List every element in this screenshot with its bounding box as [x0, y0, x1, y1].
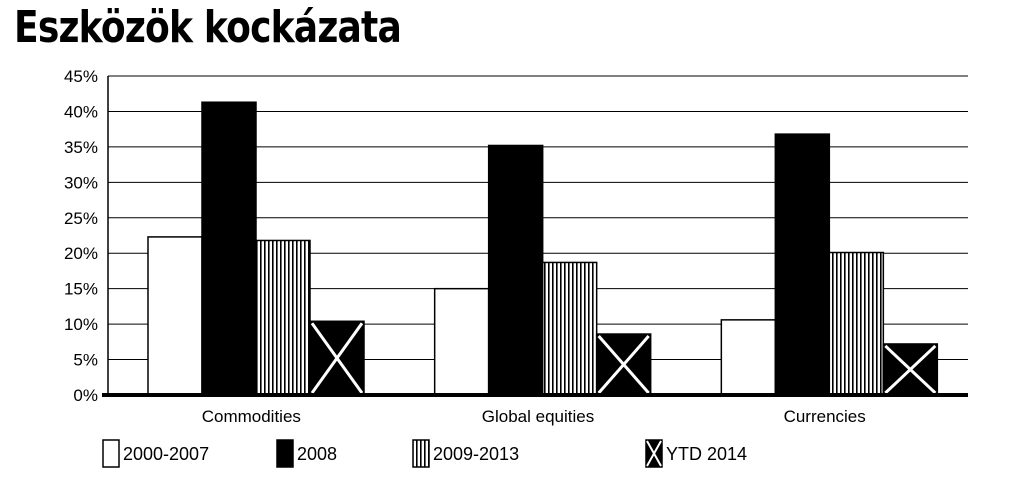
- bar-2008-commodities: [201, 101, 257, 396]
- legend-label: 2009-2013: [433, 444, 519, 464]
- legend-item: YTD 2014: [645, 439, 747, 468]
- legend-item: 2000-2007: [102, 439, 209, 468]
- legend-swatch: [102, 439, 120, 468]
- bar-ytd-2014-commodities: [309, 320, 365, 396]
- bar-2008-global-equities: [487, 144, 544, 396]
- bar-2009-2013-currencies: [828, 251, 885, 396]
- y-tick-label: 0%: [73, 386, 98, 405]
- y-tick-label: 30%: [64, 173, 98, 192]
- y-tick-label: 40%: [64, 102, 98, 121]
- y-tick-label: 10%: [64, 315, 98, 334]
- y-tick-label: 5%: [73, 351, 98, 370]
- y-tick-label: 20%: [64, 244, 98, 263]
- y-tick-label: 35%: [64, 138, 98, 157]
- bar-ytd-2014-global-equities: [595, 333, 652, 396]
- legend-item: 2008: [276, 439, 337, 468]
- bar-2000-2007-global-equities: [433, 287, 490, 396]
- bar-2009-2013-global-equities: [541, 261, 598, 396]
- bar-2009-2013-commodities: [255, 239, 311, 396]
- legend-label: 2008: [297, 444, 337, 464]
- category-label: Global equities: [482, 407, 594, 426]
- legend-label: YTD 2014: [666, 444, 747, 464]
- category-labels: Commodities Global equities Currencies: [202, 407, 866, 426]
- legend-item: 2009-2013: [412, 439, 519, 468]
- bar-2000-2007-commodities: [147, 236, 203, 396]
- chart-title: Eszközök kockázata: [14, 2, 402, 53]
- bar-ytd-2014-currencies: [882, 343, 939, 396]
- axes: [102, 76, 968, 397]
- y-axis-tick-labels: 0% 5% 10% 15% 20% 25% 30% 35% 40% 45%: [64, 67, 98, 405]
- y-tick-label: 45%: [64, 67, 98, 86]
- category-label: Currencies: [784, 407, 866, 426]
- bar-2008-currencies: [774, 133, 831, 396]
- y-tick-label: 25%: [64, 209, 98, 228]
- y-tick-label: 15%: [64, 280, 98, 299]
- legend-swatch: [412, 439, 430, 468]
- legend-swatch: [276, 439, 294, 468]
- bars: [147, 101, 939, 396]
- legend: 2000-2007 2008 2009-2013 YTD 2014: [102, 439, 747, 468]
- category-label: Commodities: [202, 407, 301, 426]
- bar-2000-2007-currencies: [720, 319, 777, 396]
- legend-label: 2000-2007: [123, 444, 209, 464]
